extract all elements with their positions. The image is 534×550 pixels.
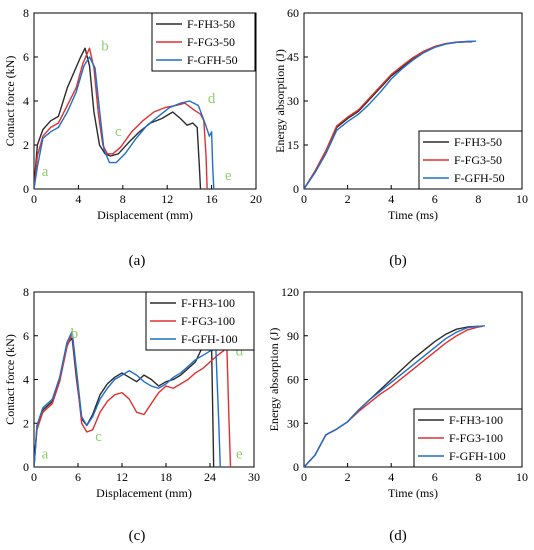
- point-annotation: e: [225, 168, 232, 184]
- y-tick-label: 2: [23, 416, 29, 430]
- point-annotation: c: [95, 429, 102, 445]
- x-tick-label: 16: [206, 192, 218, 206]
- x-tick-label: 10: [516, 192, 528, 206]
- legend-entry: F-FH3-100: [449, 413, 503, 427]
- legend-entry: F-GFH-50: [454, 171, 505, 185]
- panel-caption: (a): [129, 253, 146, 269]
- x-tick-label: 4: [388, 470, 394, 484]
- series-line-gfh: [34, 330, 221, 467]
- y-tick-label: 30: [287, 416, 299, 430]
- y-tick-label: 60: [287, 373, 299, 387]
- y-axis-label: Contact force (kN): [3, 334, 17, 425]
- x-tick-label: 18: [160, 470, 172, 484]
- x-tick-label: 4: [75, 192, 81, 206]
- x-tick-label: 20: [250, 192, 262, 206]
- legend: F-FH3-100 F-FG3-100 F-GFH-100: [413, 408, 523, 468]
- y-tick-label: 30: [287, 94, 299, 108]
- legend-entry: F-FG3-50: [454, 153, 502, 167]
- panel-caption: (c): [129, 528, 146, 544]
- y-tick-label: 0: [23, 460, 29, 474]
- point-annotation: b: [101, 38, 109, 54]
- x-tick-label: 2: [345, 470, 351, 484]
- x-tick-label: 6: [432, 470, 438, 484]
- x-tick-label: 0: [301, 192, 307, 206]
- x-tick-label: 2: [345, 192, 351, 206]
- x-tick-label: 4: [388, 192, 394, 206]
- point-annotation: e: [236, 446, 243, 462]
- point-annotation: b: [71, 326, 79, 342]
- x-tick-label: 24: [204, 470, 216, 484]
- x-axis-label: Displacement (mm): [96, 486, 192, 500]
- y-tick-label: 0: [293, 182, 299, 196]
- point-annotation: a: [42, 164, 49, 180]
- series-line-gfh: [304, 40, 477, 189]
- y-axis-label: Contact force (kN): [3, 56, 17, 147]
- x-axis-label: Time (ms): [388, 208, 438, 222]
- legend: F-FH3-100 F-FG3-100 F-GFH-100: [145, 291, 255, 351]
- y-tick-label: 2: [23, 138, 29, 152]
- x-tick-label: 8: [475, 192, 481, 206]
- point-annotation: c: [115, 124, 122, 140]
- y-tick-label: 120: [281, 285, 299, 299]
- x-tick-label: 30: [248, 470, 260, 484]
- point-annotation: a: [42, 446, 49, 462]
- y-tick-label: 8: [23, 285, 29, 299]
- legend-entry: F-GFH-50: [187, 53, 238, 67]
- x-axis-label: Displacement (mm): [97, 208, 193, 222]
- y-tick-label: 90: [287, 329, 299, 343]
- point-annotation: d: [236, 343, 244, 359]
- legend-entry: F-FH3-50: [454, 135, 502, 149]
- y-tick-label: 60: [287, 6, 299, 20]
- y-tick-label: 0: [23, 182, 29, 196]
- x-tick-label: 0: [31, 192, 37, 206]
- legend-entry: F-FH3-50: [187, 17, 235, 31]
- legend-box: [413, 408, 523, 468]
- x-tick-label: 12: [161, 192, 173, 206]
- y-tick-label: 8: [23, 6, 29, 20]
- y-tick-label: 4: [23, 373, 29, 387]
- series-line-fh3: [34, 337, 215, 467]
- series-line-gfh: [34, 56, 215, 189]
- panel-caption: (d): [389, 528, 407, 544]
- y-axis-label: Energy absorption (J): [267, 328, 281, 432]
- x-tick-label: 12: [116, 470, 128, 484]
- legend-entry: F-GFH-100: [181, 332, 238, 346]
- x-tick-label: 6: [75, 470, 81, 484]
- y-tick-label: 6: [23, 329, 29, 343]
- y-tick-label: 15: [287, 138, 299, 152]
- x-tick-label: 10: [516, 470, 528, 484]
- x-tick-label: 8: [475, 470, 481, 484]
- x-tick-label: 8: [120, 192, 126, 206]
- y-tick-label: 6: [23, 50, 29, 64]
- y-axis-label: Energy absorption (J): [273, 49, 287, 153]
- panel-caption: (b): [389, 253, 407, 269]
- legend-entry: F-FH3-100: [181, 296, 235, 310]
- legend-entry: F-FG3-100: [181, 314, 235, 328]
- chart-panel-d: 0 2 4 6 8 10 0 30 60 90 120 Time (ms) Energy absorpt…: [267, 285, 528, 544]
- x-tick-label: 6: [432, 192, 438, 206]
- legend: F-FH3-50 F-FG3-50 F-GFH-50: [151, 12, 256, 72]
- y-tick-label: 4: [23, 94, 29, 108]
- series-line-fg3: [34, 332, 232, 467]
- chart-panel-a: 0 4 8 12 16 20 0 2 4 6 8 Displacement (mm) Contact f…: [3, 6, 262, 269]
- chart-panel-b: 0 2 4 6 8 10 0 15 30 45 60 Time (ms) Energy absorpti…: [273, 6, 528, 269]
- series-line-gfh: [304, 325, 485, 467]
- legend-entry: F-FG3-100: [449, 431, 503, 445]
- point-annotation: d: [208, 91, 216, 107]
- x-axis-label: Time (ms): [388, 486, 438, 500]
- y-tick-label: 0: [293, 460, 299, 474]
- legend: F-FH3-50 F-FG3-50 F-GFH-50: [418, 130, 523, 190]
- legend-entry: F-GFH-100: [449, 449, 506, 463]
- x-tick-label: 0: [301, 470, 307, 484]
- series-line-fh3: [34, 47, 202, 189]
- y-tick-label: 45: [287, 50, 299, 64]
- legend-entry: F-FG3-50: [187, 35, 235, 49]
- series-line-fg3: [34, 47, 208, 189]
- x-tick-label: 0: [31, 470, 37, 484]
